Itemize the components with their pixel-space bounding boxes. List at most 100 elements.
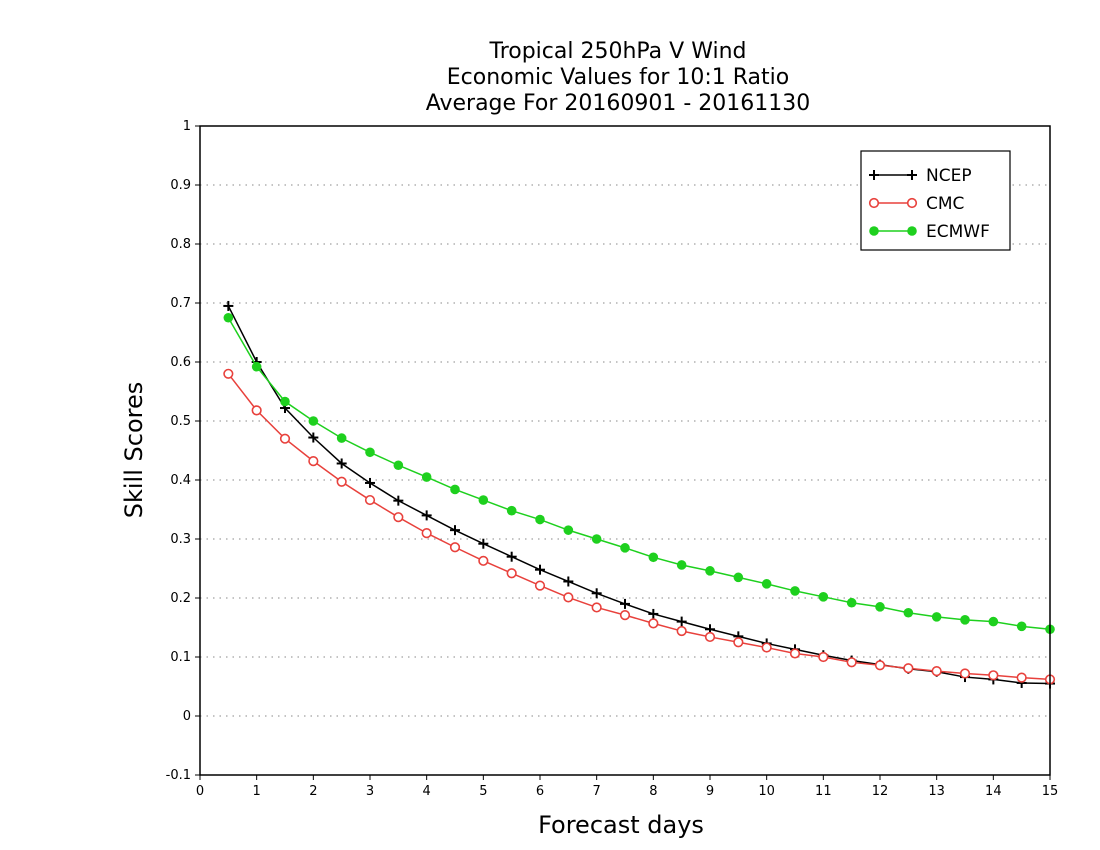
x-axis-ticks: 0 1 2 3 4 5 6 7 8 9 10 11 12 13 14 15: [196, 775, 1058, 799]
plot-frame: [199, 125, 1051, 776]
data-point-ncep: [421, 510, 432, 521]
data-point-ecmwf: [308, 416, 319, 426]
data-point-ecmwf: [393, 460, 404, 471]
data-point-ecmwf: [336, 433, 347, 443]
data-point-cmc: [874, 660, 886, 671]
data-point-ncep: [591, 588, 602, 599]
y-tick-label: 0.3: [170, 532, 191, 547]
legend-label-ecmwf: ECMWF: [926, 222, 990, 242]
data-point-cmc: [563, 592, 574, 603]
data-point-cmc: [478, 555, 489, 566]
x-tick-label: 13: [928, 784, 945, 799]
data-point-ecmwf: [931, 612, 942, 622]
data-point-ecmwf: [563, 525, 574, 535]
y-tick-label: 0.6: [170, 355, 191, 370]
data-point-ncep: [676, 616, 687, 627]
y-axis-label: Skill Scores: [120, 382, 148, 519]
y-tick-label: 0.2: [170, 591, 191, 606]
data-point-cmc: [846, 657, 857, 668]
data-point-ncep: [336, 458, 347, 469]
legend-label-ncep: NCEP: [926, 166, 972, 186]
legend: NCEP CMC ECMWF: [860, 150, 1011, 251]
y-tick-label: 0.4: [170, 473, 191, 488]
legend-item-ecmwf: ECMWF: [869, 222, 990, 242]
series-lines: [223, 300, 1056, 689]
data-point-cmc: [648, 618, 659, 629]
chart-title: Tropical 250hPa V Wind Economic Values f…: [426, 39, 811, 116]
x-tick-label: 11: [815, 784, 832, 799]
y-tick-label: 0.9: [170, 178, 191, 193]
data-point-cmc: [761, 642, 772, 653]
x-tick-label: 14: [985, 784, 1002, 799]
y-tick-label: 1: [183, 119, 191, 134]
x-tick-label: 4: [423, 784, 431, 799]
data-point-ecmwf: [620, 543, 630, 553]
data-point-ecmwf: [535, 514, 545, 525]
data-point-ecmwf: [421, 472, 432, 482]
data-point-ecmwf: [846, 597, 857, 608]
x-tick-label: 5: [479, 784, 487, 799]
series-line-cmc: [227, 373, 1051, 681]
x-tick-label: 8: [649, 784, 657, 799]
data-point-ncep: [563, 576, 574, 587]
x-tick-label: 9: [706, 784, 714, 799]
y-tick-label: 0: [183, 709, 191, 724]
data-point-ecmwf: [478, 495, 489, 505]
data-point-ncep: [393, 495, 404, 506]
data-point-cmc: [676, 625, 687, 637]
x-tick-label: 12: [872, 784, 889, 799]
data-point-cmc: [931, 666, 942, 677]
data-point-ecmwf: [280, 396, 290, 407]
legend-marker-cmc: [868, 197, 880, 209]
series-line-ncep: [227, 305, 1051, 685]
series-cmc: [223, 368, 1056, 685]
title-line-1: Tropical 250hPa V Wind: [488, 39, 746, 64]
data-point-ncep: [223, 300, 234, 311]
data-point-ecmwf: [988, 616, 999, 627]
data-point-ecmwf: [903, 607, 914, 618]
data-point-ncep: [365, 477, 375, 488]
y-tick-label: 0.5: [170, 414, 191, 429]
y-tick-label: -0.1: [166, 768, 191, 783]
legend-marker-ecmwf: [907, 226, 917, 236]
data-point-ecmwf: [790, 586, 800, 596]
data-point-ecmwf: [251, 361, 262, 372]
data-point-cmc: [364, 494, 376, 506]
legend-marker-ecmwf: [869, 226, 879, 236]
data-point-cmc: [308, 456, 319, 467]
x-tick-label: 10: [758, 784, 775, 799]
y-tick-label: 0.7: [170, 296, 191, 311]
legend-item-cmc: CMC: [868, 194, 964, 214]
data-point-ncep: [450, 525, 460, 536]
data-point-ncep: [620, 598, 630, 609]
data-point-ecmwf: [506, 505, 517, 516]
x-tick-label: 3: [366, 784, 374, 799]
x-tick-label: 6: [536, 784, 544, 799]
data-point-ecmwf: [818, 592, 829, 602]
legend-label-cmc: CMC: [926, 194, 964, 214]
data-point-cmc: [534, 580, 546, 591]
y-tick-label: 0.8: [170, 237, 191, 252]
data-point-ecmwf: [705, 566, 715, 576]
series-ncep: [223, 300, 1055, 689]
data-point-ncep: [478, 538, 489, 549]
x-tick-label: 0: [196, 784, 204, 799]
data-point-cmc: [619, 610, 631, 621]
data-point-ecmwf: [1016, 621, 1027, 632]
data-point-ecmwf: [733, 572, 744, 583]
y-tick-label: 0.1: [170, 650, 191, 665]
data-point-cmc: [959, 668, 971, 679]
data-point-ncep: [506, 551, 517, 562]
x-axis-label: Forecast days: [538, 811, 704, 839]
data-point-cmc: [393, 512, 404, 523]
data-point-cmc: [789, 648, 801, 659]
series-ecmwf: [223, 312, 1055, 635]
data-point-ecmwf: [365, 447, 375, 458]
y-axis-ticks: -0.1 0 0.1 0.2 0.3 0.4 0.5 0.6 0.7 0.8 0.9 1: [166, 119, 200, 783]
data-point-ecmwf: [960, 615, 970, 625]
data-point-cmc: [449, 542, 461, 553]
data-point-cmc: [704, 631, 716, 643]
data-point-cmc: [818, 651, 829, 663]
data-point-cmc: [279, 433, 291, 444]
